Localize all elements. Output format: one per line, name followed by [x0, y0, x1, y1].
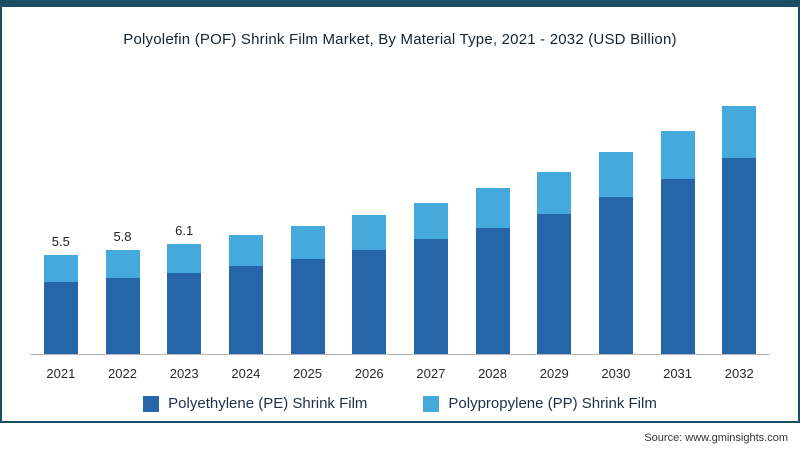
legend-swatch-pe-icon: [143, 395, 160, 412]
bar-column-2026: [338, 88, 400, 354]
bar-segment-pp: [43, 255, 78, 282]
x-axis-label-2025: 2025: [293, 366, 322, 381]
legend: Polyethylene (PE) Shrink Film Polypropyl…: [2, 395, 798, 412]
bar-segment-pe: [537, 213, 572, 354]
chart-title: Polyolefin (POF) Shrink Film Market, By …: [123, 31, 677, 48]
bar-column-2027: [400, 88, 462, 354]
bar-stack: [537, 172, 572, 354]
bar-column-2032: [708, 88, 770, 354]
chart-frame: Polyolefin (POF) Shrink Film Market, By …: [0, 0, 800, 423]
bar-segment-pp: [475, 188, 510, 228]
bar-segment-pe: [43, 282, 78, 354]
bar-stack: 5.5: [43, 234, 78, 354]
bar-segment-pp: [228, 235, 263, 266]
x-axis-label-2031: 2031: [663, 366, 693, 381]
x-axis-label-2023: 2023: [169, 366, 199, 381]
bar-segment-pe: [105, 278, 140, 354]
bar-segment-pp: [660, 130, 695, 180]
x-axis-label-2021: 2021: [46, 366, 76, 381]
x-axis-label-2027: 2027: [416, 366, 446, 381]
bar-segment-pp: [598, 152, 633, 198]
bar-stack: [598, 152, 633, 354]
bar-segment-pe: [475, 228, 510, 354]
bar-stack: [290, 226, 325, 354]
bar-segment-pp: [105, 249, 140, 279]
x-axis-labels: 2021 2022 2023 2024 2025 2026 2027 2028 2029 2030…: [30, 366, 770, 381]
legend-item-pe: Polyethylene (PE) Shrink Film: [143, 395, 367, 412]
bar-segment-pp: [722, 105, 757, 158]
bar-segment-pp: [352, 215, 387, 250]
bar-stack: [475, 188, 510, 354]
bar-column-2029: [523, 88, 585, 354]
bar-column-2022: 5.8: [92, 88, 154, 354]
bar-column-2023: 6.1: [153, 88, 215, 354]
legend-label-pe: Polyethylene (PE) Shrink Film: [168, 395, 368, 412]
source-attribution: Source: www.gminsights.com: [644, 432, 788, 444]
bar-column-2028: [462, 88, 524, 354]
bar-value-label: 5.8: [113, 228, 132, 244]
bar-stack: [722, 105, 757, 354]
bar-stack: [228, 235, 263, 354]
bar-segment-pe: [167, 273, 202, 354]
bar-segment-pp: [413, 202, 448, 239]
x-axis-label-2024: 2024: [231, 366, 261, 381]
bar-column-2025: [277, 88, 339, 354]
bar-stack: [413, 202, 448, 354]
x-axis-label-2028: 2028: [478, 366, 507, 381]
bar-segment-pe: [352, 249, 387, 354]
bar-segment-pe: [290, 258, 325, 354]
bar-stack: 6.1: [167, 223, 202, 354]
bar-segment-pe: [660, 179, 695, 354]
bar-column-2030: [585, 88, 647, 354]
bar-segment-pp: [167, 244, 202, 273]
bar-segment-pe: [598, 197, 633, 354]
bar-stack: [352, 215, 387, 354]
legend-label-pp: Polypropylene (PP) Shrink Film: [448, 395, 657, 412]
bar-value-label: 5.5: [51, 234, 70, 249]
bar-column-2024: [215, 88, 277, 354]
bar-stack: [660, 130, 695, 354]
bar-value-label: 6.1: [175, 223, 194, 239]
bar-segment-pe: [228, 265, 263, 354]
legend-item-pp: Polypropylene (PP) Shrink Film: [423, 395, 657, 412]
x-axis-label-2032: 2032: [724, 366, 754, 381]
x-axis-label-2030: 2030: [601, 366, 631, 381]
bar-chart-plot-area: 5.5 5.8 6.1: [30, 88, 770, 355]
x-axis-label-2029: 2029: [539, 366, 569, 381]
bar-stack: 5.8: [105, 229, 140, 354]
bar-segment-pp: [537, 172, 572, 214]
bar-column-2031: [647, 88, 709, 354]
x-axis-label-2026: 2026: [354, 366, 384, 381]
x-axis-label-2022: 2022: [108, 366, 137, 381]
bar-segment-pp: [290, 226, 325, 259]
bar-segment-pe: [413, 238, 448, 354]
legend-swatch-pp-icon: [423, 395, 440, 412]
bar-column-2021: 5.5: [30, 88, 92, 354]
bar-segment-pe: [722, 157, 757, 354]
